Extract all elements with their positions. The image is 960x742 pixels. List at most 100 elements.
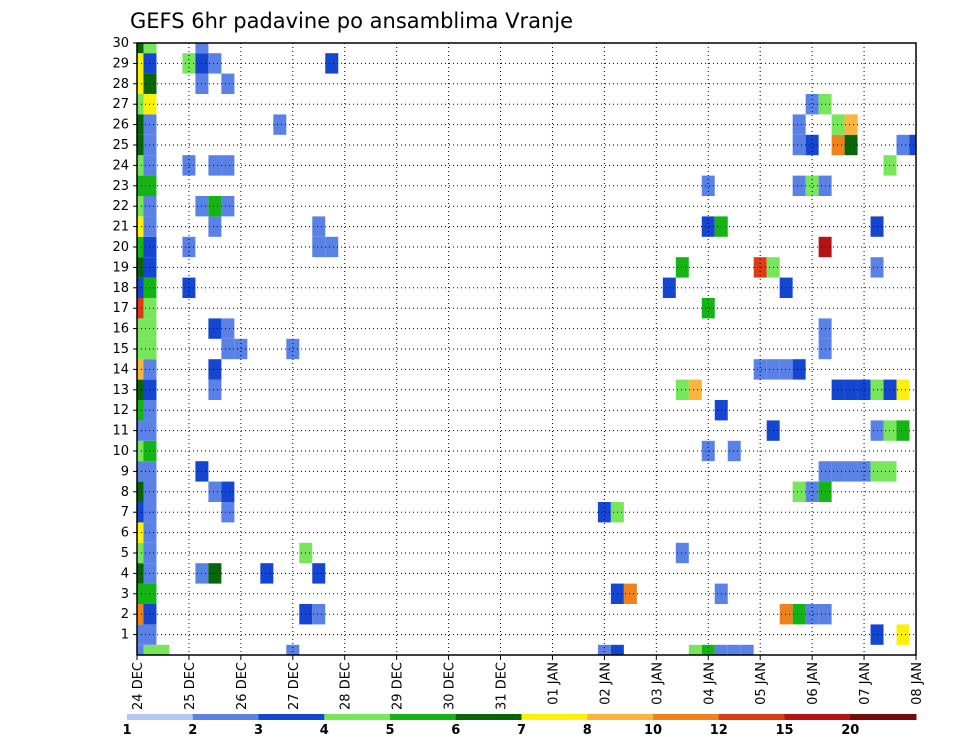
precip-cell bbox=[208, 563, 222, 584]
precip-cell bbox=[234, 338, 248, 360]
precip-cell bbox=[792, 604, 806, 625]
y-tick-label: 21 bbox=[112, 220, 129, 235]
precip-cell bbox=[137, 359, 144, 380]
precip-cell bbox=[137, 563, 144, 584]
precip-cell bbox=[844, 134, 858, 156]
precip-cell bbox=[137, 522, 144, 543]
precip-cell bbox=[208, 216, 222, 237]
precip-cell bbox=[844, 379, 858, 400]
precip-cell bbox=[286, 644, 300, 655]
x-tick-label: 01 JAN bbox=[547, 662, 562, 705]
precip-cell bbox=[208, 481, 222, 502]
legend-label: 5 bbox=[385, 723, 394, 738]
precip-cell bbox=[727, 440, 741, 462]
y-tick-label: 12 bbox=[112, 403, 129, 418]
precip-cell bbox=[137, 481, 144, 502]
precip-cell bbox=[221, 155, 235, 176]
x-tick-label: 06 JAN bbox=[806, 662, 821, 705]
precip-cell bbox=[137, 196, 144, 217]
y-tick-label: 25 bbox=[112, 138, 129, 153]
x-tick-label: 08 JAN bbox=[910, 662, 925, 705]
precip-cell bbox=[896, 134, 910, 156]
legend-label: 10 bbox=[644, 723, 662, 738]
precip-cell bbox=[156, 644, 170, 655]
precip-cell bbox=[857, 379, 871, 400]
precip-cell bbox=[221, 318, 235, 339]
precip-cell bbox=[137, 583, 144, 604]
precip-cell bbox=[137, 440, 144, 462]
y-tick-label: 22 bbox=[112, 199, 129, 214]
x-tick-label: 25 DEC bbox=[183, 662, 198, 710]
precip-cell bbox=[137, 400, 144, 421]
x-tick-label: 04 JAN bbox=[702, 662, 717, 705]
legend-label: 12 bbox=[710, 723, 728, 738]
y-tick-label: 28 bbox=[112, 77, 129, 92]
precip-cell bbox=[805, 94, 819, 115]
precip-cell bbox=[137, 73, 144, 94]
y-tick-label: 13 bbox=[112, 383, 129, 398]
precip-cell bbox=[805, 134, 819, 156]
precip-cell bbox=[325, 236, 339, 258]
precip-cell bbox=[137, 134, 144, 156]
x-tick-label: 24 DEC bbox=[131, 662, 146, 710]
precip-cell bbox=[137, 461, 144, 482]
precip-cell bbox=[831, 134, 845, 156]
precip-cell bbox=[221, 502, 235, 523]
precip-cell bbox=[143, 43, 157, 54]
precip-cell bbox=[137, 257, 144, 278]
y-tick-label: 29 bbox=[112, 56, 129, 71]
legend-label: 6 bbox=[451, 723, 460, 738]
x-tick-label: 30 DEC bbox=[443, 662, 458, 710]
precip-cell bbox=[137, 114, 144, 135]
precip-cell bbox=[221, 196, 235, 217]
y-tick-label: 10 bbox=[112, 444, 129, 459]
y-tick-label: 6 bbox=[121, 526, 129, 541]
precip-cell bbox=[779, 359, 793, 380]
precip-cell bbox=[312, 604, 326, 625]
precip-cell bbox=[312, 216, 326, 237]
precip-cell bbox=[137, 43, 144, 54]
y-tick-label: 3 bbox=[121, 587, 129, 602]
precip-cell bbox=[844, 114, 858, 135]
precip-cell bbox=[273, 114, 287, 135]
precip-cell bbox=[208, 196, 222, 217]
precip-cell bbox=[792, 134, 806, 156]
y-tick-label: 15 bbox=[112, 342, 129, 357]
precip-cell bbox=[137, 216, 144, 237]
precip-cell bbox=[779, 604, 793, 625]
legend-swatch bbox=[127, 714, 194, 720]
precip-cell bbox=[883, 379, 897, 400]
precip-cell bbox=[137, 379, 144, 400]
precip-cell bbox=[137, 644, 144, 655]
precip-cell bbox=[714, 644, 728, 655]
precip-cell bbox=[137, 298, 144, 319]
precip-cell bbox=[137, 155, 144, 176]
precip-cell bbox=[805, 604, 819, 625]
y-tick-label: 5 bbox=[121, 546, 129, 561]
legend-label: 3 bbox=[254, 723, 263, 738]
precip-cell bbox=[137, 175, 144, 196]
x-tick-label: 05 JAN bbox=[754, 662, 769, 705]
precip-cell bbox=[688, 379, 702, 400]
precip-cell bbox=[208, 359, 222, 380]
precip-cell bbox=[221, 338, 235, 360]
precip-cell bbox=[610, 644, 624, 655]
precip-cell bbox=[312, 236, 326, 258]
precip-cell bbox=[195, 43, 209, 54]
y-tick-label: 17 bbox=[112, 301, 129, 316]
precip-cell bbox=[143, 644, 157, 655]
precip-cell bbox=[831, 461, 845, 482]
precip-cell bbox=[675, 542, 689, 564]
precip-cell bbox=[221, 481, 235, 502]
precip-cell bbox=[727, 644, 741, 655]
precip-cell bbox=[701, 298, 715, 319]
precip-cell bbox=[805, 175, 819, 196]
x-tick-label: 29 DEC bbox=[391, 662, 406, 710]
precip-cell bbox=[883, 461, 897, 482]
y-tick-label: 19 bbox=[112, 260, 129, 275]
precip-cell bbox=[792, 114, 806, 135]
x-tick-label: 28 DEC bbox=[339, 662, 354, 710]
precip-cell bbox=[701, 175, 715, 196]
precip-cell bbox=[883, 420, 897, 441]
